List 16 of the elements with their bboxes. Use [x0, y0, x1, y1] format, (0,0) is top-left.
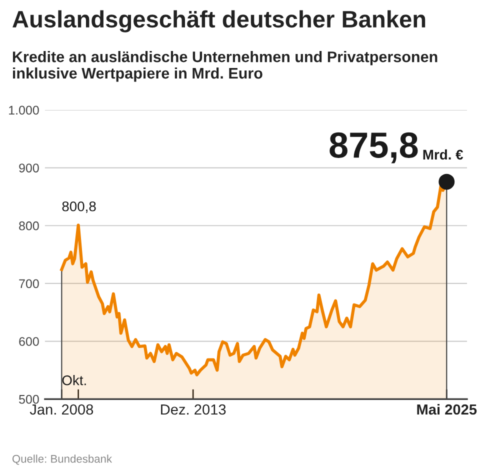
annotation: 875,8	[330, 132, 418, 164]
annotation: Mrd. €	[423, 149, 464, 160]
x-tick-label: Dez. 2013	[161, 404, 226, 415]
annotation: Okt.	[62, 375, 86, 386]
y-tick-label: 1.000	[9, 106, 39, 115]
y-tick-label: 900	[19, 164, 39, 172]
annotation: 800,8	[62, 201, 96, 213]
chart-subtitle: Kredite an ausländische Unternehmen und Privatpersonen inklusive Wertpapiere in Mrd. Euro	[12, 51, 438, 82]
y-tick-label: 600	[19, 337, 39, 346]
x-tick-label: Jan. 2008	[30, 404, 94, 415]
x-tick-label: Mai 2025	[417, 404, 477, 415]
chart-title: Auslandsgeschäft deutscher Banken	[12, 10, 426, 32]
y-tick-label: 700	[19, 279, 39, 288]
source-note: Quelle: Bundesbank	[12, 454, 112, 465]
y-tick-label: 800	[19, 221, 39, 230]
y-tick-label: 500	[19, 394, 39, 404]
